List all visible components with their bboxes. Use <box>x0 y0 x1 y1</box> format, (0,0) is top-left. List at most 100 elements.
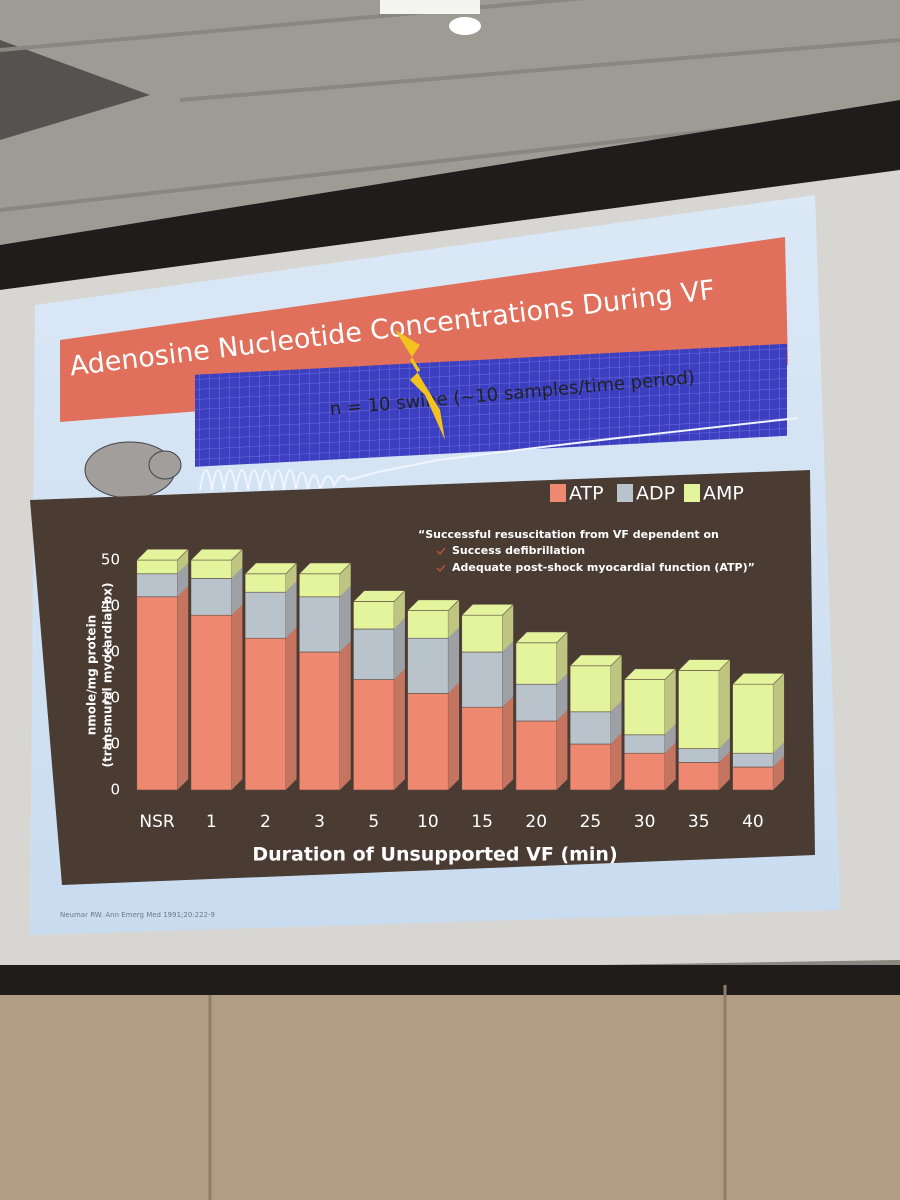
bar-side <box>339 641 351 790</box>
y-axis-label: nmole/mg protein <box>85 615 99 735</box>
bar-side <box>664 742 676 790</box>
bar-segment <box>136 596 178 791</box>
bar-segment <box>407 693 449 791</box>
bar-segment <box>678 762 720 791</box>
bar-segment <box>190 559 232 579</box>
legend-swatch <box>617 484 633 502</box>
x-tick-label: 40 <box>742 812 764 832</box>
bar-segment <box>461 706 503 791</box>
vent <box>0 40 150 140</box>
chart: 0 10 20 30 40 50 nmole/mg protein (transmural m… <box>85 483 785 866</box>
bar-segment <box>569 743 612 791</box>
bar-segment <box>461 651 503 708</box>
bar-top <box>623 668 677 680</box>
bar-side <box>231 567 243 616</box>
bar-side <box>610 700 622 744</box>
bar-segment <box>190 578 232 616</box>
bar-side <box>773 756 785 790</box>
bar-segment <box>515 720 557 791</box>
bar-side <box>610 654 622 712</box>
screen-housing <box>0 100 900 290</box>
bar-segment <box>244 637 287 791</box>
y-tick-label: 20 <box>101 689 120 707</box>
x-tick-label: 30 <box>634 812 656 832</box>
screen-bottom <box>0 965 900 995</box>
bar-segment <box>732 766 774 791</box>
bar-side <box>177 562 189 597</box>
x-tick-label: NSR <box>139 812 175 832</box>
bar-segment <box>298 573 341 598</box>
bar-side <box>448 599 460 639</box>
legend-label: ATP <box>569 483 604 505</box>
bar-segment <box>623 679 666 736</box>
ecg-trace <box>199 417 799 494</box>
bar-side <box>339 585 351 652</box>
bar-side <box>231 604 243 790</box>
bar-side <box>394 590 405 629</box>
annotation-bullet: Adequate post-shock myocardial function … <box>452 561 755 574</box>
bar-segment <box>569 665 612 713</box>
bar-top <box>136 548 189 561</box>
ceiling-light <box>380 0 480 14</box>
y-tick-label: 0 <box>110 781 120 799</box>
bar-side <box>664 668 676 735</box>
x-tick-label: 1 <box>206 812 217 832</box>
x-tick-label: 25 <box>580 812 602 832</box>
bar-segment <box>461 614 503 653</box>
check-mark <box>436 564 446 573</box>
bar-side <box>177 585 189 790</box>
bar-side <box>285 627 297 790</box>
y-tick-label: 40 <box>101 597 120 615</box>
bar-segment <box>244 591 287 639</box>
annotation-heading: “Successful resuscitation from VF depend… <box>418 528 719 541</box>
bar-segment <box>353 679 395 791</box>
bar-top <box>569 654 623 667</box>
bar-side <box>719 751 730 790</box>
bar-top <box>515 631 569 644</box>
bar-side <box>719 659 730 749</box>
bar-segment <box>515 683 557 722</box>
y-tick-label: 30 <box>101 643 120 661</box>
bar-side <box>556 673 568 721</box>
bar-top <box>190 548 244 561</box>
wall-seam <box>208 985 727 1200</box>
bar-side <box>231 549 243 579</box>
bar-segment <box>732 752 774 768</box>
ceiling-light <box>449 17 481 35</box>
x-tick-label: 3 <box>314 812 325 832</box>
bar-side <box>556 631 568 685</box>
x-tick-label: 10 <box>417 812 439 832</box>
bar-side <box>719 737 730 763</box>
bar-side <box>448 627 460 694</box>
legend-swatch <box>684 484 700 502</box>
y-tick-label: 50 <box>101 551 120 569</box>
bar-top <box>352 590 406 602</box>
legend-label: AMP <box>703 483 744 505</box>
bar-top <box>731 673 785 685</box>
annotation-bullet: Success defibrillation <box>452 544 585 557</box>
bar-side <box>502 696 514 790</box>
bar-segment <box>298 651 341 791</box>
bar-side <box>177 549 189 574</box>
bar-segment <box>678 748 720 763</box>
check-mark <box>436 547 446 556</box>
bar-top <box>244 562 298 575</box>
bar-segment <box>136 559 178 575</box>
x-axis-label: Duration of Unsupported VF (min) <box>252 844 617 866</box>
bar-segment <box>244 573 287 593</box>
pig-head <box>148 450 182 480</box>
x-tick-label: 20 <box>525 812 547 832</box>
bar-side <box>394 668 405 790</box>
bar-side <box>773 673 785 754</box>
bar-segment <box>623 752 666 791</box>
bar-segment <box>407 610 449 639</box>
lightning <box>395 330 445 440</box>
bar-segment <box>407 637 449 694</box>
citation: Neumar RW. Ann Emerg Med 1991;20:222-9 <box>60 911 215 919</box>
bar-side <box>773 742 785 767</box>
bar-segment <box>515 642 557 685</box>
x-tick-label: 2 <box>260 812 271 832</box>
bar-top <box>298 562 352 575</box>
bar-side <box>502 604 514 652</box>
